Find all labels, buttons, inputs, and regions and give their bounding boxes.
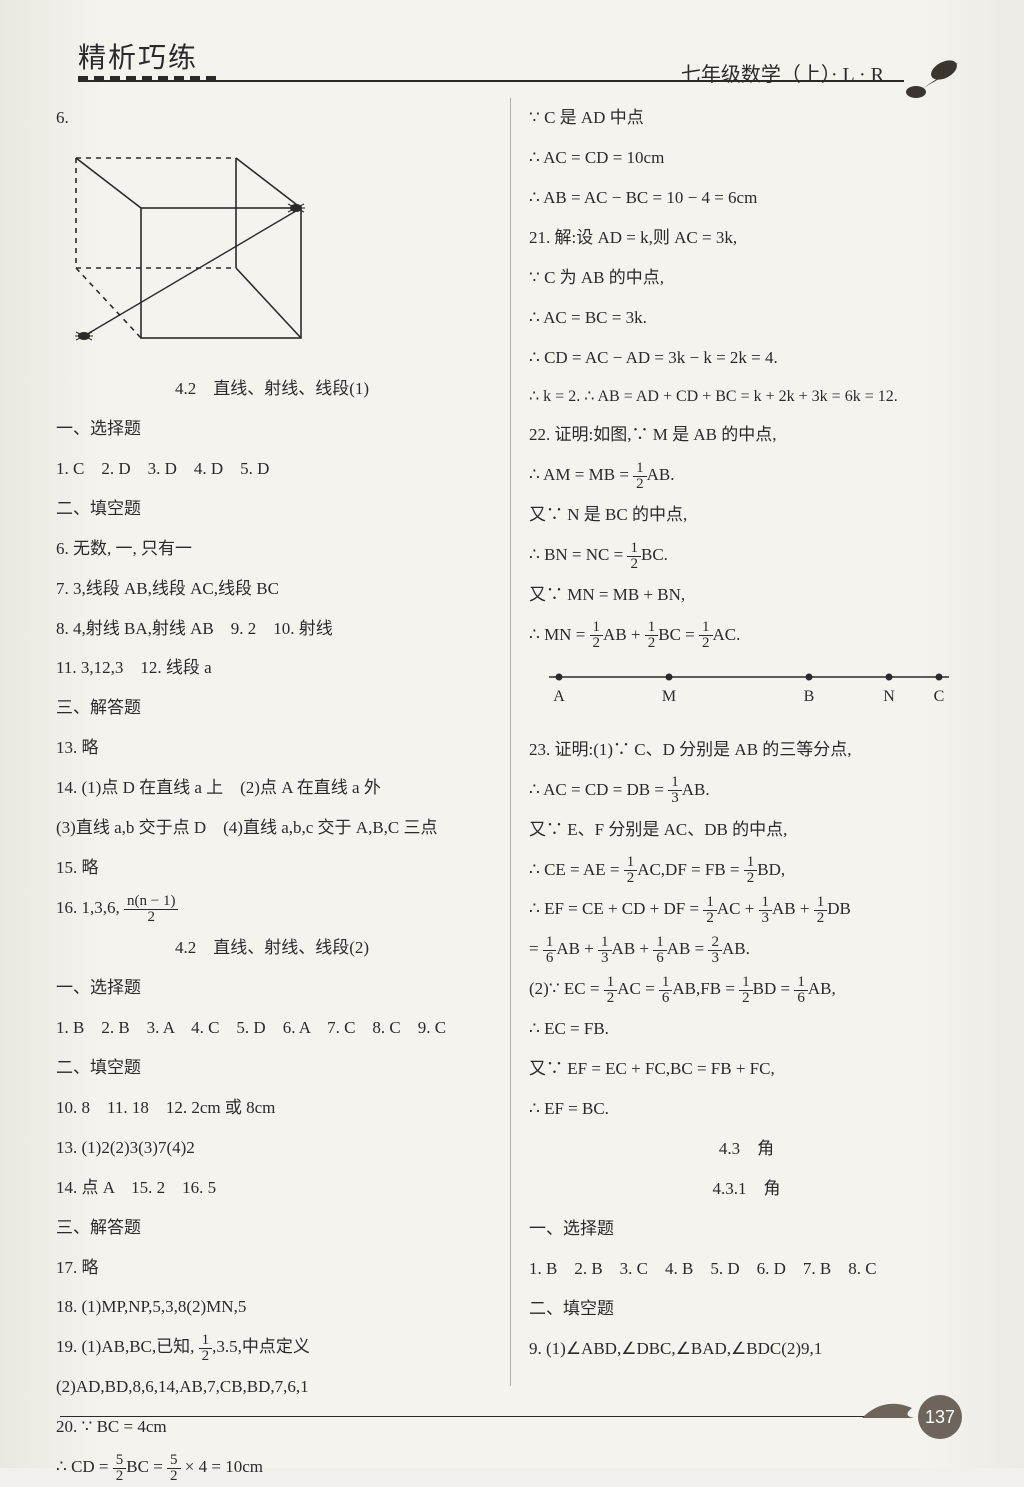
footer-rule — [60, 1416, 864, 1417]
page-number: 137 — [925, 1407, 955, 1427]
r14: 23. 证明:(1)∵ C、D 分别是 AB 的三等分点, — [529, 730, 964, 770]
heading-choice-3: 一、选择题 — [529, 1209, 964, 1249]
r20: (2)∵ EC = 12AC = 16AB,FB = 12BD = 16AB, — [529, 969, 964, 1009]
r12: 又∵ MN = MB + BN, — [529, 575, 964, 615]
r23: ∴ EF = BC. — [529, 1089, 964, 1129]
frac-5-2b: 52 — [167, 1453, 181, 1484]
ans-13b: 13. (1)2(2)3(3)7(4)2 — [56, 1128, 492, 1168]
ans-18: 18. (1)MP,NP,5,3,8(2)MN,5 — [56, 1287, 492, 1327]
r18: ∴ EF = CE + CD + DF = 12AC + 13AB + 12DB — [529, 889, 964, 929]
r15: ∴ AC = CD = DB = 13AB. — [529, 770, 964, 810]
frac-5-2a: 52 — [113, 1453, 127, 1484]
ans-1-9b: 1. B 2. B 3. A 4. C 5. D 6. A 7. C 8. C … — [56, 1008, 492, 1048]
r21: ∴ EC = FB. — [529, 1009, 964, 1049]
cube-figure — [56, 138, 492, 363]
book-title: 精析巧练 — [78, 36, 198, 76]
svg-text:N: N — [883, 688, 895, 705]
ans-11-12: 11. 3,12,3 12. 线段 a — [56, 648, 492, 688]
r8: 22. 证明:如图,∵ M 是 AB 的中点, — [529, 415, 964, 455]
ans-1-8c: 1. B 2. B 3. C 4. B 5. D 6. D 7. B 8. C — [529, 1249, 964, 1289]
ans-9c: 9. (1)∠ABD,∠DBC,∠BAD,∠BDC(2)9,1 — [529, 1329, 964, 1369]
frac-n-n-1-2: n(n − 1)2 — [124, 894, 178, 925]
q6-label: 6. — [56, 98, 492, 138]
svg-text:A: A — [553, 688, 565, 705]
ans-16: 16. 1,3,6, n(n − 1)2 — [56, 888, 492, 928]
ans-20b: ∴ CD = 52BC = 52 × 4 = 10cm — [56, 1447, 492, 1487]
ans-14a: 14. (1)点 D 在直线 a 上 (2)点 A 在直线 a 外 — [56, 768, 492, 808]
r17: ∴ CE = AE = 12AC,DF = FB = 12BD, — [529, 850, 964, 890]
heading-fill-1: 二、填空题 — [56, 489, 492, 529]
a20b-post: × 4 = 10cm — [181, 1457, 263, 1476]
svg-text:M: M — [662, 688, 676, 705]
frac-1-2a: 12 — [199, 1333, 213, 1364]
ans-8-10: 8. 4,射线 BA,射线 AB 9. 2 10. 射线 — [56, 609, 492, 649]
r4: ∵ C 为 AB 的中点, — [529, 258, 964, 298]
ans-17: 17. 略 — [56, 1248, 492, 1288]
heading-fill-3: 二、填空题 — [529, 1289, 964, 1329]
ans-19-post: ,3.5,中点定义 — [212, 1337, 310, 1356]
r2: ∴ AB = AC − BC = 10 − 4 = 6cm — [529, 178, 964, 218]
r1: ∴ AC = CD = 10cm — [529, 138, 964, 178]
r10: 又∵ N 是 BC 的中点, — [529, 495, 964, 535]
heading-fill-2: 二、填空题 — [56, 1048, 492, 1088]
r6: ∴ CD = AC − AD = 3k − k = 2k = 4. — [529, 338, 964, 378]
r9: ∴ AM = MB = 12AB. — [529, 455, 964, 495]
a20b-mid: BC = — [126, 1457, 167, 1476]
ans-7: 7. 3,线段 AB,线段 AC,线段 BC — [56, 569, 492, 609]
section-4-3-1: 4.3.1 角 — [529, 1169, 964, 1209]
ans-14b: (3)直线 a,b 交于点 D (4)直线 a,b,c 交于 A,B,C 三点 — [56, 808, 492, 848]
ans-19a: 19. (1)AB,BC,已知, 12,3.5,中点定义 — [56, 1327, 492, 1367]
r0: ∵ C 是 AD 中点 — [529, 98, 964, 138]
r22: 又∵ EF = EC + FC,BC = FB + FC, — [529, 1049, 964, 1089]
page-footer: 137 — [0, 1394, 1024, 1440]
heading-choice-1: 一、选择题 — [56, 409, 492, 449]
section-4-2-2: 4.2 直线、射线、线段(2) — [56, 928, 492, 968]
ans-15: 15. 略 — [56, 848, 492, 888]
columns: 6. — [56, 98, 964, 1386]
number-line-diagram: AMBNC — [529, 663, 964, 726]
r5: ∴ AC = BC = 3k. — [529, 298, 964, 338]
page: 精析巧练 七年级数学（上）· L · R 6. — [0, 0, 1024, 1468]
header-subtitle: 七年级数学（上）· L · R — [681, 58, 884, 87]
heading-solve-1: 三、解答题 — [56, 688, 492, 728]
r16: 又∵ E、F 分别是 AC、DB 的中点, — [529, 810, 964, 850]
right-column: ∵ C 是 AD 中点 ∴ AC = CD = 10cm ∴ AB = AC −… — [510, 98, 964, 1386]
ans-19-pre: 19. (1)AB,BC,已知, — [56, 1337, 199, 1356]
ans-13: 13. 略 — [56, 728, 492, 768]
ans-10-12b: 10. 8 11. 18 12. 2cm 或 8cm — [56, 1088, 492, 1128]
heading-choice-2: 一、选择题 — [56, 968, 492, 1008]
corner-scroll-icon — [896, 52, 968, 102]
ans-14-16b: 14. 点 A 15. 2 16. 5 — [56, 1168, 492, 1208]
svg-text:B: B — [804, 688, 815, 705]
section-4-3: 4.3 角 — [529, 1129, 964, 1169]
page-header: 精析巧练 七年级数学（上）· L · R — [0, 36, 1024, 96]
left-column: 6. — [56, 98, 510, 1386]
section-4-2-1: 4.2 直线、射线、线段(1) — [56, 369, 492, 409]
ans-6: 6. 无数, 一, 只有一 — [56, 529, 492, 569]
a20b-pre: ∴ CD = — [56, 1457, 113, 1476]
page-number-badge: 137 — [862, 1394, 966, 1440]
r19: = 16AB + 13AB + 16AB = 23AB. — [529, 929, 964, 969]
r13: ∴ MN = 12AB + 12BC = 12AC. — [529, 615, 964, 655]
ans-16-pre: 16. 1,3,6, — [56, 898, 124, 917]
r11: ∴ BN = NC = 12BC. — [529, 535, 964, 575]
heading-solve-2: 三、解答题 — [56, 1208, 492, 1248]
svg-text:C: C — [934, 688, 945, 705]
r7: ∴ k = 2. ∴ AB = AD + CD + BC = k + 2k + … — [529, 378, 964, 416]
r3: 21. 解:设 AD = k,则 AC = 3k, — [529, 218, 964, 258]
ans-1-5: 1. C 2. D 3. D 4. D 5. D — [56, 449, 492, 489]
